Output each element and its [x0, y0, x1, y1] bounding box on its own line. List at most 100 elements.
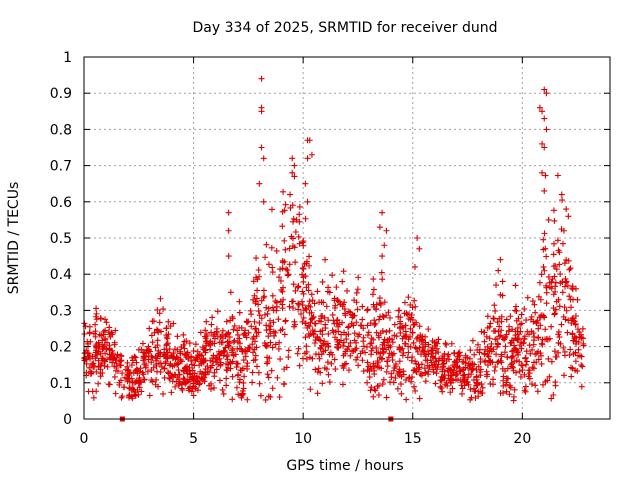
data-point: [535, 325, 542, 332]
data-point: [403, 396, 410, 403]
data-point: [388, 370, 395, 377]
data-point: [246, 344, 253, 351]
data-point: [445, 372, 452, 379]
data-point: [484, 324, 491, 331]
data-point: [539, 336, 546, 343]
data-point: [510, 364, 517, 371]
data-point: [182, 364, 189, 371]
data-point: [385, 309, 392, 316]
data-point: [478, 381, 485, 388]
data-point: [112, 390, 119, 397]
data-point: [552, 382, 559, 389]
data-point: [280, 381, 287, 388]
data-point: [538, 352, 545, 359]
data-point: [348, 311, 355, 318]
data-point: [314, 390, 321, 397]
data-point: [351, 330, 358, 337]
data-point: [475, 388, 482, 395]
data-point: [517, 373, 524, 380]
data-point: [234, 331, 241, 338]
data-point: [550, 392, 557, 399]
data-point: [353, 299, 360, 306]
data-point: [116, 381, 123, 388]
data-point: [543, 300, 550, 307]
data-point: [236, 309, 243, 316]
y-tick-label: 0.5: [50, 231, 72, 247]
data-point: [541, 230, 548, 237]
data-point: [438, 385, 445, 392]
data-point: [170, 320, 177, 327]
data-point: [315, 365, 322, 372]
data-point: [571, 318, 578, 325]
data-point: [392, 361, 399, 368]
data-point: [411, 297, 418, 304]
data-point: [571, 335, 578, 342]
data-point: [164, 355, 171, 362]
data-point: [467, 347, 474, 354]
data-point: [439, 364, 446, 371]
data-point: [572, 349, 579, 356]
data-point: [202, 349, 209, 356]
data-point: [411, 383, 418, 390]
data-point: [220, 390, 227, 397]
data-point: [163, 332, 170, 339]
data-point: [325, 317, 332, 324]
data-point: [131, 379, 138, 386]
data-point: [183, 368, 190, 375]
data-point: [541, 144, 548, 151]
data-point: [208, 329, 215, 336]
data-point: [217, 359, 224, 366]
data-point: [81, 350, 88, 357]
data-point: [512, 328, 519, 335]
data-point: [392, 374, 399, 381]
data-point: [92, 313, 99, 320]
data-point: [459, 378, 466, 385]
data-point: [140, 355, 147, 362]
data-point: [528, 328, 535, 335]
data-point: [437, 383, 444, 390]
data-point: [548, 323, 555, 330]
data-point: [269, 292, 276, 299]
data-point: [552, 353, 559, 360]
data-point: [286, 303, 293, 310]
data-point: [207, 386, 214, 393]
data-point: [295, 306, 302, 313]
data-point: [433, 370, 440, 377]
data-point: [156, 319, 163, 326]
data-point: [223, 382, 230, 389]
data-point: [386, 335, 393, 342]
data-point: [176, 378, 183, 385]
data-point: [153, 326, 160, 333]
data-point: [102, 316, 109, 323]
data-point: [92, 349, 99, 356]
data-point: [166, 346, 173, 353]
data-point: [509, 348, 516, 355]
data-point: [576, 333, 583, 340]
data-point: [188, 354, 195, 361]
data-point: [269, 269, 276, 276]
data-point: [510, 397, 517, 404]
data-point: [88, 370, 95, 377]
data-point: [402, 322, 409, 329]
data-point: [538, 271, 545, 278]
data-point: [270, 307, 277, 314]
data-point: [211, 373, 218, 380]
data-point: [412, 358, 419, 365]
data-point: [295, 233, 302, 240]
data-point: [499, 334, 506, 341]
data-point: [325, 343, 332, 350]
data-point: [236, 340, 243, 347]
data-point: [540, 263, 547, 270]
data-point: [196, 353, 203, 360]
data-point: [574, 352, 581, 359]
data-point: [334, 316, 341, 323]
data-point: [124, 359, 131, 366]
data-point: [502, 343, 509, 350]
data-point: [141, 353, 148, 360]
data-point: [296, 211, 303, 218]
data-point: [563, 307, 570, 314]
data-point: [429, 344, 436, 351]
data-point: [539, 169, 546, 176]
data-point: [256, 380, 263, 387]
data-point: [294, 350, 301, 357]
